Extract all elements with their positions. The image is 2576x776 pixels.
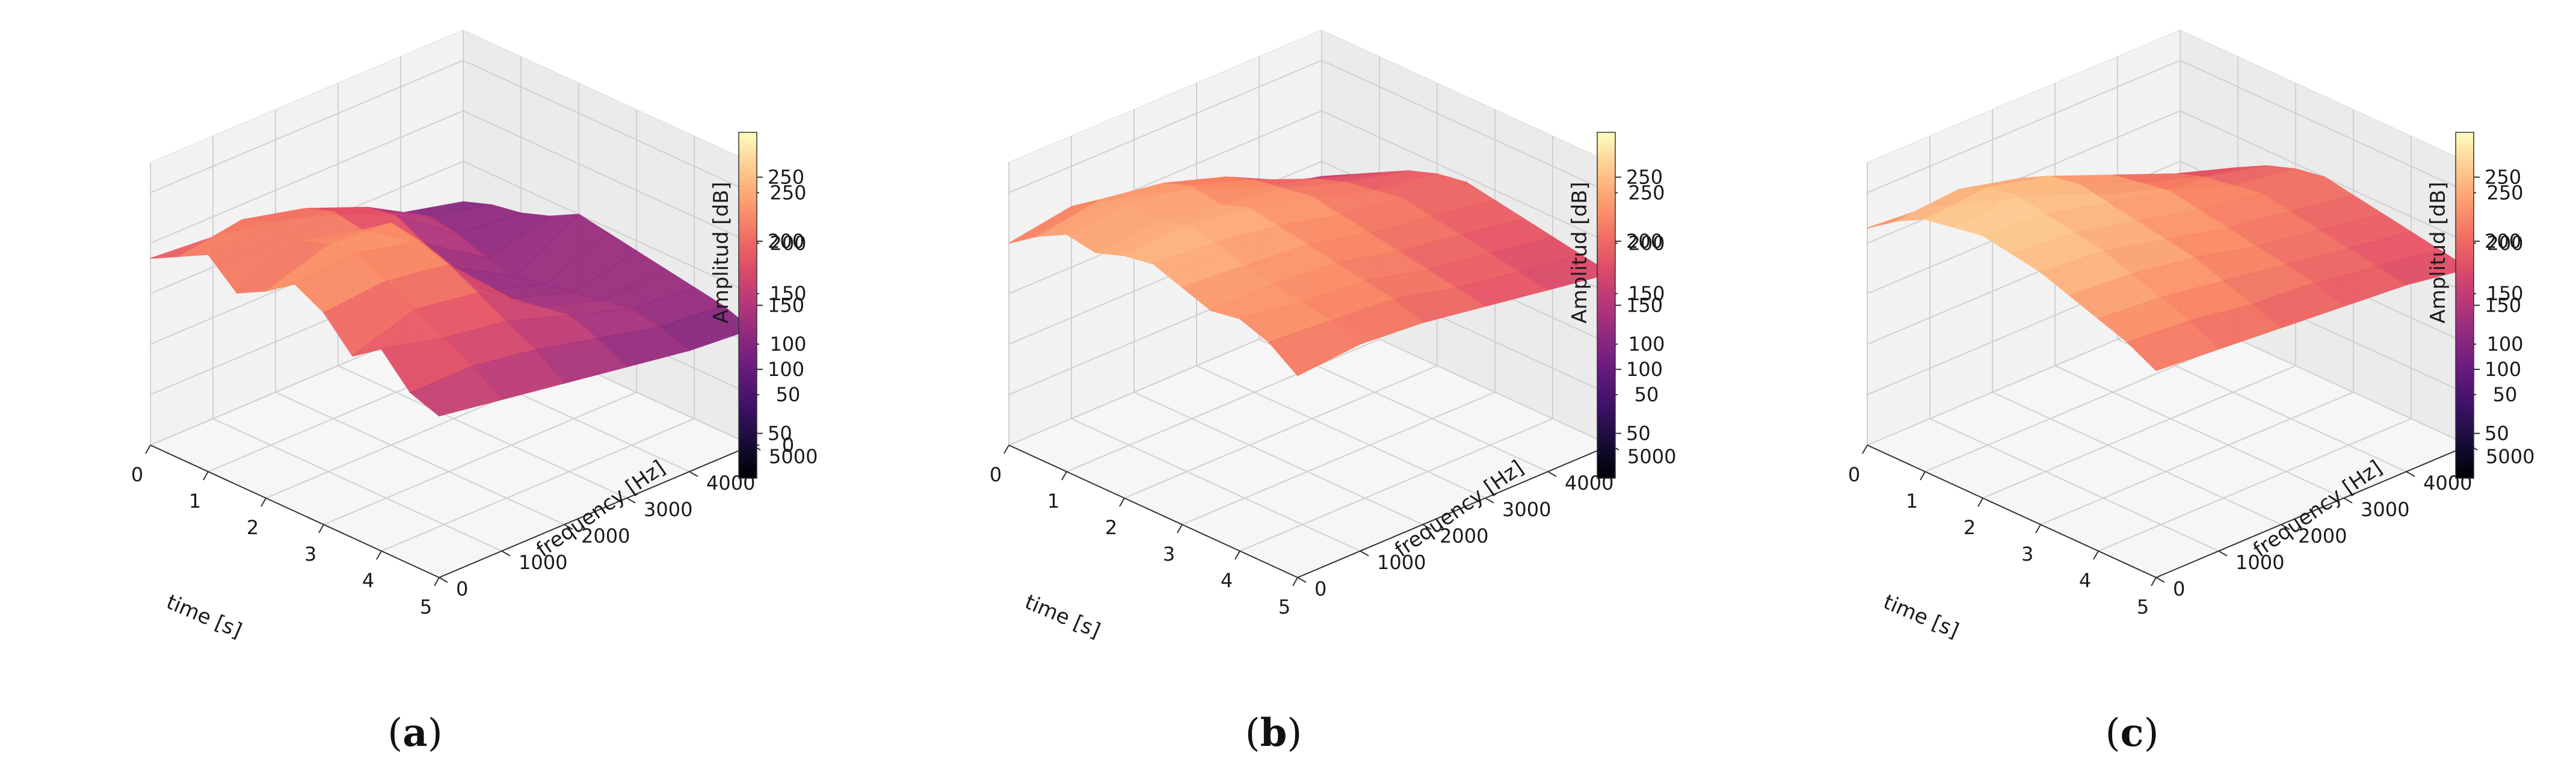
y-tick-label: 1000 — [519, 551, 567, 574]
x-tick-label: 3 — [2021, 543, 2033, 565]
y-tick-label: 0 — [456, 577, 468, 600]
z-tick-label: 150 — [769, 282, 806, 305]
colorbar-tick-label: 100 — [2485, 358, 2521, 381]
panel-a: 0 1 2 3 4 5 0 1000 2000 3000 4000 5000 0 50 100 150 200 2… — [0, 0, 858, 776]
x-tick-label: 1 — [1906, 490, 1918, 513]
x-axis-label: time [s] — [1880, 590, 1962, 643]
surface-patch — [1268, 320, 1361, 377]
surface — [1867, 165, 2470, 371]
z-tick-label: 100 — [2486, 333, 2523, 356]
x-tick-label: 5 — [2137, 596, 2149, 618]
x-tick-label: 5 — [1278, 596, 1290, 618]
colorbar-tick-label: 150 — [1626, 294, 1663, 317]
x-tick-label: 2 — [1964, 516, 1976, 539]
y-tick-label: 3000 — [1502, 498, 1551, 521]
y-tick-label: 5000 — [769, 445, 818, 468]
surface-patch — [2126, 320, 2220, 371]
panel-c: 0 1 2 3 4 5 0 1000 2000 3000 4000 5000 50 100 150 200 25… — [1717, 0, 2575, 776]
y-tick-label: 2000 — [2298, 525, 2347, 547]
panel-b: 0 1 2 3 4 5 0 1000 2000 3000 4000 5000 50 100 150 200 25… — [858, 0, 1717, 776]
x-tick-label: 0 — [990, 463, 1002, 486]
colorbar-tick-label: 250 — [2485, 166, 2521, 189]
x-tick-label: 1 — [189, 490, 201, 513]
colorbar-tick-label: 200 — [1626, 230, 1663, 253]
z-tick-label: 250 — [1628, 181, 1665, 204]
panel-caption: (c) — [2106, 710, 2159, 756]
colorbar-label: Amplitud [dB] — [709, 182, 733, 324]
z-tick-label: 50 — [1635, 383, 1659, 406]
colorbar — [1597, 132, 1616, 479]
colorbar-tick-label: 150 — [768, 294, 804, 317]
z-tick-label: 0 — [782, 434, 794, 457]
colorbar-tick-label: 250 — [768, 166, 804, 189]
surface-chart-b: 0123450100020003000400050005010015020025… — [990, 29, 1676, 756]
z-tick-label: 250 — [769, 181, 806, 204]
colorbar-label: Amplitud [dB] — [1568, 182, 1592, 324]
x-tick-label: 0 — [131, 463, 143, 486]
panel-caption: (a) — [387, 710, 442, 756]
surface — [150, 201, 753, 417]
y-tick-label: 5000 — [2486, 445, 2534, 468]
x-tick-label: 2 — [1105, 516, 1117, 539]
colorbar-tick-label: 50 — [1626, 422, 1651, 445]
x-axis-label: time [s] — [163, 590, 245, 643]
colorbar-tick-label: 250 — [1626, 166, 1663, 189]
x-tick-label: 4 — [362, 569, 374, 592]
panel-caption: (b) — [1245, 710, 1302, 756]
surface — [1008, 170, 1612, 377]
z-tick-label: 100 — [769, 333, 806, 356]
x-tick-label: 0 — [1848, 463, 1860, 486]
surface-patch — [409, 365, 503, 417]
x-tick-label: 1 — [1047, 490, 1059, 513]
y-tick-label: 3000 — [2361, 498, 2409, 521]
y-tick-label: 3000 — [644, 498, 692, 521]
colorbar-tick-label: 100 — [768, 358, 804, 381]
x-tick-label: 2 — [247, 516, 259, 539]
z-tick-label: 200 — [769, 232, 806, 254]
y-tick-label: 0 — [1314, 577, 1327, 600]
y-tick-label: 5000 — [1627, 445, 1676, 468]
colorbar-tick-label: 100 — [1626, 358, 1663, 381]
z-tick-label: 50 — [776, 383, 801, 406]
x-tick-label: 3 — [304, 543, 316, 565]
x-axis-line — [1867, 445, 2157, 578]
colorbar — [738, 132, 757, 479]
z-tick-label: 50 — [2493, 383, 2518, 406]
z-tick-label: 150 — [2486, 282, 2523, 305]
x-axis-line — [1008, 445, 1298, 578]
y-tick-label: 1000 — [1377, 551, 1426, 574]
colorbar-label: Amplitud [dB] — [2426, 182, 2450, 324]
y-axis-line — [2155, 445, 2470, 578]
y-axis-line — [1297, 445, 1611, 578]
y-tick-label: 2000 — [581, 525, 630, 547]
x-axis-label: time [s] — [1021, 590, 1104, 643]
colorbar-tick-label: 200 — [768, 230, 804, 253]
colorbar-tick-label: 50 — [2485, 422, 2509, 445]
colorbar-tick-label: 200 — [2485, 230, 2521, 253]
x-tick-label: 5 — [420, 596, 432, 618]
z-tick-label: 200 — [2486, 232, 2523, 254]
surface-chart-a: 0123450100020003000400050000501001502002… — [131, 29, 818, 756]
z-tick-label: 100 — [1628, 333, 1665, 356]
x-axis-line — [150, 445, 440, 578]
x-tick-label: 4 — [2079, 569, 2091, 592]
y-axis-line — [439, 445, 753, 578]
surface-chart-c: 0123450100020003000400050005010015020025… — [1848, 29, 2534, 756]
z-tick-label: 150 — [1628, 282, 1665, 305]
y-tick-label: 0 — [2173, 577, 2185, 600]
colorbar-tick-label: 50 — [768, 422, 792, 445]
z-tick-label: 250 — [2486, 181, 2523, 204]
y-tick-label: 2000 — [1440, 525, 1488, 547]
colorbar — [2455, 132, 2474, 479]
colorbar-tick-label: 150 — [2485, 294, 2521, 317]
x-tick-label: 4 — [1221, 569, 1233, 592]
z-tick-label: 200 — [1628, 232, 1665, 254]
x-tick-label: 3 — [1163, 543, 1175, 565]
y-tick-label: 1000 — [2236, 551, 2284, 574]
